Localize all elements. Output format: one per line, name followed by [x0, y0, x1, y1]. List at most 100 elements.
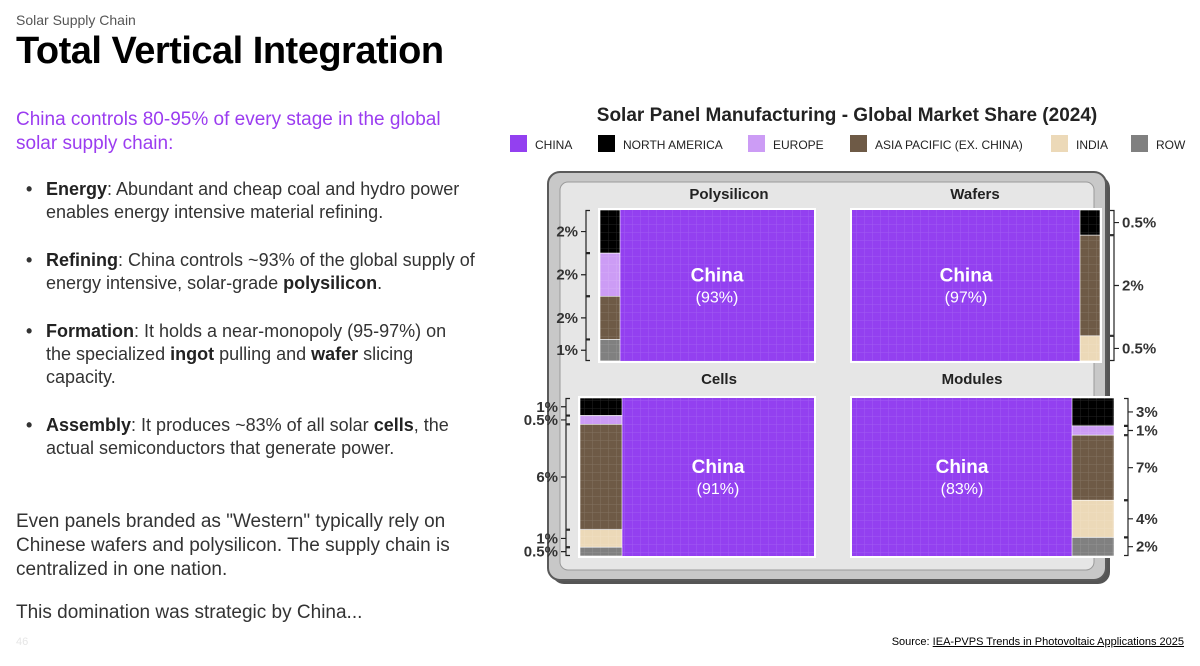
center-value-modules: (83%): [941, 481, 984, 498]
bullet-text: : It holds a near-monopoly (95-97%) on t…: [46, 321, 447, 364]
bracket-cells-na: [561, 397, 570, 416]
annotation-left-polysilicon-ap: 2%: [556, 310, 578, 327]
legend-label-na: NORTH AMERICA: [623, 138, 723, 152]
bar-grid-modules-eu: [1072, 425, 1114, 436]
bar-grid-polysilicon-row: [600, 339, 620, 361]
page-number: 46: [16, 636, 29, 648]
bar-grid-cells-eu: [580, 415, 622, 425]
bracket-modules-na: [1124, 397, 1133, 426]
intro-text: China controls 80-95% of every stage in …: [16, 109, 441, 154]
legend-swatch-ap: [850, 135, 867, 152]
source-link[interactable]: IEA-PVPS Trends in Photovoltaic Applicat…: [932, 636, 1184, 648]
chart-panels: Polysilicon China (93%) Wafers China (97%) Cel…: [578, 186, 1116, 558]
annotation-right-modules-ap: 7%: [1136, 460, 1158, 477]
bar-grid-wafers-in: [1080, 335, 1100, 361]
annotation-left-cells-eu: 0.5%: [524, 412, 558, 429]
bracket-polysilicon-eu: [581, 253, 590, 297]
chart-annotations: 2%2%2%1%0.5%2%0.5%1%0.5%6%1%0.5%3%1%7%4%…: [524, 209, 1158, 561]
bar-grid-modules: [852, 398, 1072, 556]
panel-title-wafers: Wafers: [950, 186, 999, 203]
bullet-text: : China controls ~93% of the global supp…: [46, 250, 475, 293]
bullet-text: : It produces ~83% of all solar: [131, 415, 374, 435]
bar-grid-polysilicon-ap: [600, 296, 620, 340]
bracket-polysilicon-na: [581, 209, 590, 254]
bullet-dot: •: [26, 250, 33, 270]
annotation-right-modules-eu: 1%: [1136, 423, 1158, 440]
center-label-wafers: China: [940, 266, 993, 287]
source-label: Source:: [891, 636, 930, 648]
bar-grid-cells-row: [580, 547, 622, 556]
bar-grid-modules-ap: [1072, 435, 1114, 501]
bracket-modules-row: [1124, 537, 1133, 557]
outro-text: Even panels branded as "Western" typical…: [16, 511, 450, 580]
bullet-emphasis: ingot: [170, 344, 215, 364]
bar-grid-wafers: [852, 210, 1080, 361]
bar-grid-wafers-na: [1080, 210, 1100, 236]
annotation-left-cells-ap: 6%: [536, 469, 558, 486]
annotation-right-wafers-ap: 2%: [1122, 278, 1144, 295]
annotation-right-modules-na: 3%: [1136, 404, 1158, 421]
center-value-polysilicon: (93%): [696, 290, 739, 307]
bullet-list: • Energy: Abundant and cheap coal and hyd…: [26, 178, 476, 485]
bar-grid-modules-na: [1072, 398, 1114, 426]
bracket-wafers-na: [1110, 209, 1119, 236]
annotation-left-polysilicon-row: 1%: [556, 342, 578, 359]
center-label-cells: China: [692, 457, 745, 478]
bar-grid-wafers-ap: [1080, 235, 1100, 336]
bullet-term: Refining: [46, 250, 118, 270]
annotation-left-polysilicon-na: 2%: [556, 224, 578, 241]
bracket-modules-eu: [1124, 425, 1133, 436]
annotation-left-cells-in: 1%: [536, 530, 558, 547]
bullet-item: • Refining: China controls ~93% of the gl…: [26, 249, 476, 295]
center-value-wafers: (97%): [945, 290, 988, 307]
bullet-text: , the actual semiconductors that generat…: [46, 415, 449, 458]
annotation-left-polysilicon-eu: 2%: [556, 267, 578, 284]
bullet-emphasis: wafer: [311, 344, 359, 364]
legend-swatch-china: [510, 135, 527, 152]
bullet-text: slicing capacity.: [46, 344, 414, 387]
bracket-modules-ap: [1124, 435, 1133, 501]
annotation-right-wafers-in: 0.5%: [1122, 340, 1156, 357]
bar-grid-cells-na: [580, 398, 622, 416]
bullet-text: : Abundant and cheap coal and hydro powe…: [46, 179, 460, 222]
slide-title: Total Vertical Integration: [16, 30, 444, 72]
annotation-left-cells-row: 0.5%: [524, 544, 558, 561]
center-value-cells: (91%): [697, 481, 740, 498]
source-note: Source: IEA-PVPS Trends in Photovoltaic …: [892, 636, 1184, 648]
bracket-polysilicon-ap: [581, 296, 590, 340]
closing-text: This domination was strategic by China..…: [16, 602, 363, 623]
bullet-emphasis: cells: [373, 415, 414, 435]
bullet-dot: •: [26, 179, 33, 199]
legend-swatch-eu: [748, 135, 765, 152]
bracket-cells-in: [561, 529, 570, 548]
bar-grid-cells-ap: [580, 424, 622, 530]
bracket-cells-row: [561, 547, 570, 557]
bullet-text: pulling and: [214, 344, 312, 364]
bullet-item: • Formation: It holds a near-monopoly (95…: [26, 320, 476, 389]
bullet-dot: •: [26, 321, 33, 341]
legend-label-row: ROW: [1156, 138, 1186, 152]
bullet-item: • Energy: Abundant and cheap coal and hyd…: [26, 178, 476, 224]
annotation-left-cells-na: 1%: [536, 399, 558, 416]
market-share-chart: Solar Panel Manufacturing - Global Marke…: [510, 105, 1186, 584]
bracket-modules-in: [1124, 500, 1133, 538]
bullet-text: .: [377, 273, 383, 293]
bullet-term: Assembly: [46, 415, 132, 435]
bullet-emphasis: polysilicon: [283, 273, 378, 293]
legend-label-in: INDIA: [1076, 138, 1108, 152]
annotation-right-modules-row: 2%: [1136, 539, 1158, 556]
bar-grid-cells: [622, 398, 814, 556]
bracket-cells-ap: [561, 424, 570, 530]
bullet-item: • Assembly: It produces ~83% of all solar…: [26, 414, 476, 460]
bullet-term: Energy: [46, 179, 108, 199]
bracket-wafers-in: [1110, 335, 1119, 362]
bar-grid-modules-in: [1072, 500, 1114, 538]
annotation-right-wafers-na: 0.5%: [1122, 215, 1156, 232]
legend-swatch-in: [1051, 135, 1068, 152]
legend-swatch-row: [1131, 135, 1148, 152]
slide-kicker: Solar Supply Chain: [16, 12, 136, 28]
bracket-wafers-ap: [1110, 235, 1119, 336]
bar-grid-polysilicon: [620, 210, 814, 361]
bar-grid-polysilicon-eu: [600, 253, 620, 297]
panel-title-polysilicon: Polysilicon: [689, 186, 768, 203]
